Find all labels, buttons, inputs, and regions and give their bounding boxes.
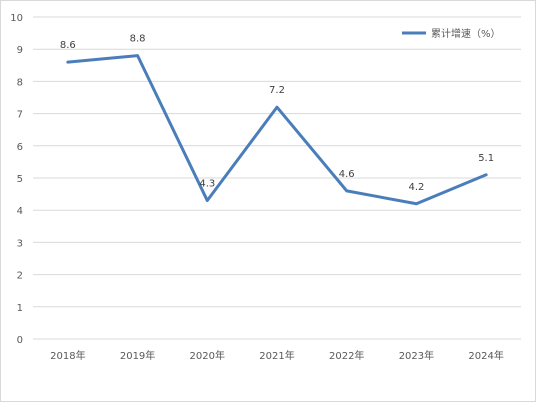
- y-tick-label: 0: [17, 335, 23, 346]
- data-label: 8.8: [130, 34, 146, 45]
- x-tick-label: 2019年: [120, 349, 155, 362]
- y-axis-ticks: 0 1 2 3 4 5 6 7 8 9 10: [10, 13, 23, 346]
- data-label: 4.6: [339, 169, 355, 180]
- data-label: 7.2: [269, 85, 285, 96]
- x-tick-label: 2023年: [399, 349, 434, 362]
- y-tick-label: 6: [17, 142, 23, 153]
- x-tick-label: 2018年: [50, 349, 85, 362]
- x-tick-label: 2021年: [259, 349, 294, 362]
- x-tick-label: 2022年: [329, 349, 364, 362]
- y-tick-label: 2: [17, 271, 23, 282]
- y-tick-label: 10: [10, 13, 23, 24]
- x-tick-label: 2020年: [190, 349, 225, 362]
- data-label: 5.1: [478, 153, 494, 164]
- x-tick-label: 2024年: [468, 349, 503, 362]
- series-group: [66, 54, 488, 206]
- data-labels: 8.6 8.8 4.3 7.2 4.6 4.2 5.1: [60, 34, 494, 193]
- gridlines: [33, 16, 521, 340]
- y-tick-label: 7: [17, 110, 23, 121]
- y-tick-label: 4: [17, 206, 23, 217]
- y-tick-label: 9: [17, 45, 23, 56]
- y-tick-label: 1: [17, 303, 23, 314]
- legend-label: 累计增速（%）: [431, 27, 501, 40]
- legend: 累计增速（%）: [402, 27, 501, 40]
- data-label: 4.2: [408, 182, 424, 193]
- data-label: 8.6: [60, 40, 76, 51]
- y-tick-label: 5: [17, 174, 23, 185]
- x-axis-ticks: 2018年 2019年 2020年 2021年 2022年 2023年 2024年: [50, 349, 504, 362]
- y-tick-label: 3: [17, 238, 23, 249]
- y-tick-label: 8: [17, 77, 23, 88]
- data-label: 4.3: [199, 179, 215, 190]
